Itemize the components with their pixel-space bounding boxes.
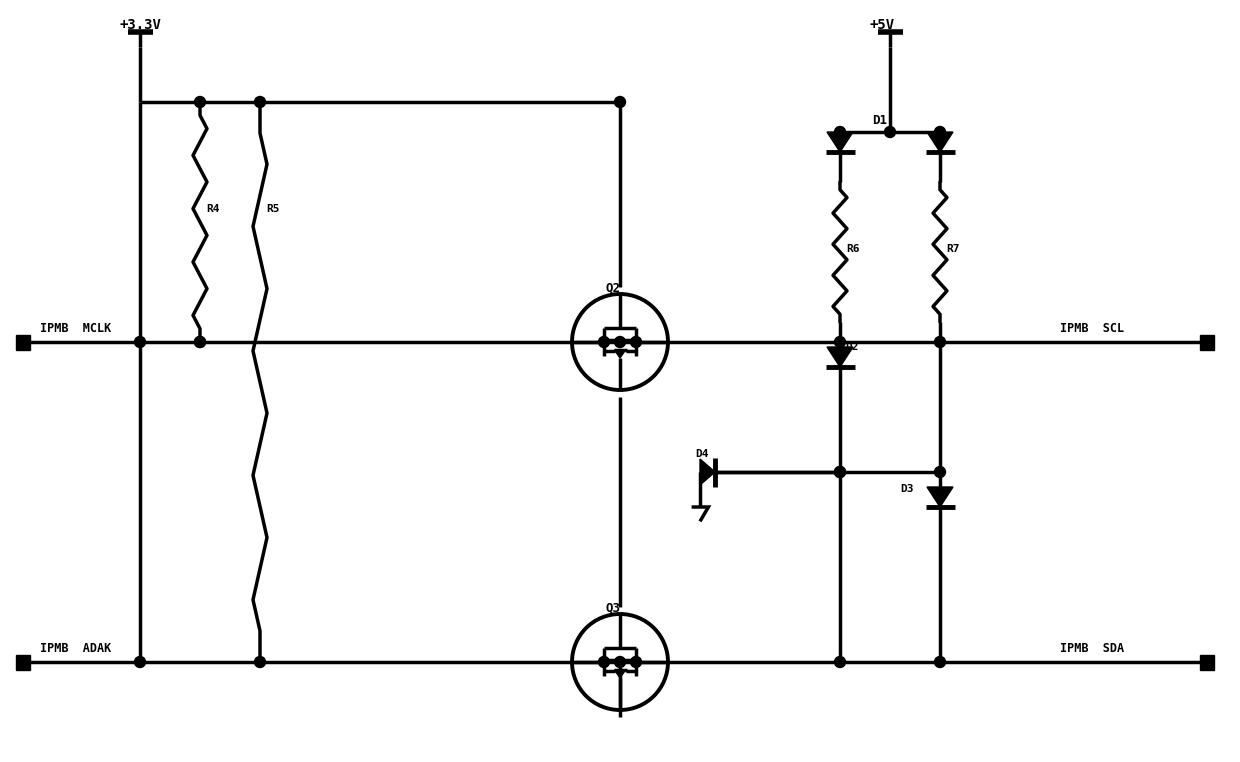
Circle shape <box>935 466 945 478</box>
Circle shape <box>935 126 945 137</box>
Circle shape <box>835 466 846 478</box>
Circle shape <box>835 337 846 347</box>
Circle shape <box>254 657 265 668</box>
Polygon shape <box>701 459 715 485</box>
Text: D4: D4 <box>694 449 708 459</box>
Circle shape <box>195 337 206 347</box>
Circle shape <box>615 657 625 668</box>
Circle shape <box>134 657 145 668</box>
Text: R4: R4 <box>206 204 219 214</box>
Text: R6: R6 <box>846 244 859 254</box>
Text: R7: R7 <box>946 244 960 254</box>
Polygon shape <box>615 670 625 678</box>
Text: Q3: Q3 <box>605 601 620 614</box>
Polygon shape <box>615 350 625 358</box>
Polygon shape <box>928 487 954 507</box>
Polygon shape <box>827 132 853 152</box>
Text: D2: D2 <box>844 342 858 352</box>
Circle shape <box>835 657 846 668</box>
Circle shape <box>599 337 610 347</box>
Text: IPMB  ADAK: IPMB ADAK <box>40 642 112 655</box>
Circle shape <box>835 466 846 478</box>
Bar <box>16 335 30 350</box>
Bar <box>1200 655 1214 670</box>
Circle shape <box>835 126 846 137</box>
Circle shape <box>195 97 206 107</box>
Text: +5V: +5V <box>870 18 895 32</box>
Bar <box>1200 335 1214 350</box>
Text: D3: D3 <box>900 484 914 494</box>
Circle shape <box>630 337 641 347</box>
Circle shape <box>630 657 641 668</box>
Circle shape <box>935 337 945 347</box>
Text: IPMB  MCLK: IPMB MCLK <box>40 322 112 335</box>
Circle shape <box>254 97 265 107</box>
Circle shape <box>599 657 610 668</box>
Circle shape <box>195 337 206 347</box>
Text: IPMB  SDA: IPMB SDA <box>1060 642 1125 655</box>
Text: Q2: Q2 <box>605 281 620 294</box>
Circle shape <box>884 126 895 137</box>
Circle shape <box>935 657 945 668</box>
Text: +3.3V: +3.3V <box>120 18 162 32</box>
Bar <box>16 655 30 670</box>
Text: R5: R5 <box>267 204 279 214</box>
Circle shape <box>615 97 625 107</box>
Circle shape <box>615 337 625 347</box>
Polygon shape <box>827 347 853 367</box>
Polygon shape <box>928 132 954 152</box>
Text: IPMB  SCL: IPMB SCL <box>1060 322 1125 335</box>
Circle shape <box>134 337 145 347</box>
Text: D1: D1 <box>872 114 887 127</box>
